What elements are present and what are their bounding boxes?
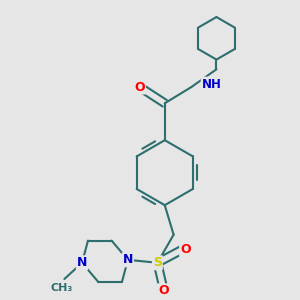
Text: N: N xyxy=(77,256,87,269)
Text: NH: NH xyxy=(202,78,222,91)
Text: S: S xyxy=(153,256,162,269)
Text: N: N xyxy=(123,253,133,266)
Text: O: O xyxy=(134,80,145,94)
Text: O: O xyxy=(180,243,191,256)
Text: O: O xyxy=(158,284,169,297)
Text: CH₃: CH₃ xyxy=(50,284,73,293)
